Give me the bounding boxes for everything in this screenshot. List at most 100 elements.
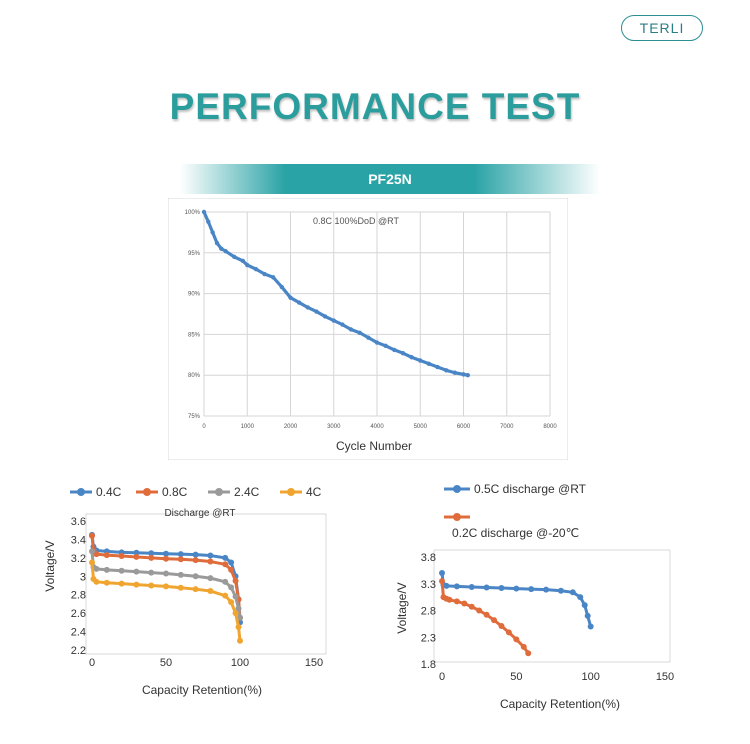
series-1-point bbox=[498, 623, 505, 630]
series-1-point bbox=[228, 566, 235, 573]
data-point bbox=[400, 350, 406, 356]
series-1-point bbox=[505, 629, 512, 636]
series-3-point bbox=[235, 623, 242, 630]
data-point bbox=[322, 314, 328, 319]
y-tick-label: 2.6 bbox=[71, 608, 86, 620]
series-0-point bbox=[584, 612, 591, 619]
data-point bbox=[262, 271, 267, 277]
series-1-point bbox=[118, 553, 125, 560]
data-point bbox=[296, 300, 302, 305]
y-tick-label: 95% bbox=[188, 251, 201, 257]
chart-annotation: 0.8C 100%DoD @RT bbox=[313, 216, 400, 226]
x-tick-label: 4000 bbox=[370, 424, 384, 430]
x-tick-label: 0 bbox=[89, 657, 95, 669]
data-point bbox=[219, 246, 224, 251]
data-point bbox=[305, 305, 310, 310]
y-tick-label: 1.8 bbox=[421, 659, 436, 671]
series-2-point bbox=[222, 578, 229, 585]
data-point bbox=[201, 209, 207, 215]
data-point bbox=[374, 340, 380, 345]
data-point bbox=[392, 347, 397, 353]
series-0-point bbox=[453, 583, 460, 590]
data-point bbox=[340, 322, 345, 327]
series-0-point bbox=[439, 570, 445, 577]
series-marks bbox=[89, 531, 243, 644]
series-0-point bbox=[498, 585, 505, 592]
series-2-point bbox=[232, 593, 239, 600]
x-tick-label: 2000 bbox=[284, 424, 298, 430]
legend-label: 0.2C discharge @-20℃ bbox=[452, 526, 579, 540]
data-point bbox=[444, 368, 449, 373]
axes: 0 50 100 150 1.8 2.3 2.8 3.3 3.8 bbox=[421, 552, 674, 683]
legend-label: 0.8C bbox=[162, 485, 188, 499]
series-0-point bbox=[513, 585, 520, 592]
y-tick-label: 3.8 bbox=[421, 552, 436, 564]
data-point bbox=[465, 373, 471, 378]
series-2-point bbox=[89, 548, 95, 555]
series-0-point bbox=[468, 583, 475, 590]
series-1-point bbox=[513, 636, 520, 643]
series-0-point bbox=[569, 589, 576, 596]
x-tick-label: 50 bbox=[160, 657, 172, 669]
data-point bbox=[223, 248, 228, 254]
data-point bbox=[279, 284, 285, 290]
series-0-point bbox=[587, 623, 594, 630]
x-tick-label: 0 bbox=[439, 671, 445, 683]
y-tick-label: 80% bbox=[188, 373, 201, 379]
data-point bbox=[452, 370, 458, 375]
series-3-point bbox=[232, 610, 239, 617]
y-tick-label: 90% bbox=[188, 292, 201, 298]
series-3-point bbox=[163, 583, 169, 590]
series-1-point bbox=[89, 532, 95, 539]
series-1-point bbox=[483, 611, 490, 618]
x-tick-label: 1000 bbox=[241, 424, 255, 430]
legend-swatch-marker bbox=[453, 513, 461, 521]
brand-logo-badge: TERLI bbox=[621, 15, 703, 41]
series-marks bbox=[201, 209, 471, 378]
y-tick-label: 3.2 bbox=[71, 553, 86, 565]
series-0-point bbox=[557, 587, 564, 594]
series-2-point bbox=[237, 614, 243, 621]
data-point bbox=[210, 230, 215, 235]
series-1-point bbox=[192, 557, 199, 564]
legend-label: 2.4C bbox=[234, 485, 260, 499]
series-0-point bbox=[443, 582, 450, 589]
series-2-point bbox=[163, 570, 169, 577]
series-2-point bbox=[192, 573, 199, 580]
series-2-point bbox=[93, 565, 100, 572]
series-0-point bbox=[133, 549, 140, 556]
series-3-point bbox=[222, 592, 229, 599]
y-tick-label: 3.4 bbox=[71, 534, 86, 546]
x-tick-label: 150 bbox=[305, 657, 323, 669]
chart-frame bbox=[168, 198, 568, 460]
series-1-point bbox=[446, 596, 453, 603]
series-3-line bbox=[90, 562, 242, 641]
series-1-point bbox=[520, 643, 527, 650]
x-tick-label: 5000 bbox=[414, 424, 428, 430]
discharge-rate-chart: 0.4C 0.8C 2.4C 4C Discharge @RT 0 50 100 150 2.… bbox=[43, 485, 327, 697]
series-1-point bbox=[525, 650, 532, 657]
series-1-point bbox=[163, 555, 169, 562]
x-tick-label: 0 bbox=[202, 424, 206, 430]
series-0-point bbox=[222, 554, 229, 561]
series-3-point bbox=[148, 582, 155, 589]
data-point bbox=[409, 355, 414, 360]
legend-label: 0.5C discharge @RT bbox=[474, 482, 587, 496]
x-tick-label: 50 bbox=[510, 671, 522, 683]
data-point bbox=[253, 266, 259, 272]
x-tick-label: 100 bbox=[231, 657, 249, 669]
legend-swatch-marker bbox=[453, 485, 461, 493]
data-point bbox=[314, 309, 319, 314]
y-tick-label: 100% bbox=[185, 210, 201, 216]
data-point bbox=[245, 262, 250, 268]
legend: 0.4C 0.8C 2.4C 4C bbox=[70, 485, 322, 499]
cycle-life-chart: 0 1000 2000 3000 4000 5000 6000 7000 8000 75% 80% 8… bbox=[168, 198, 568, 460]
page-title: PERFORMANCE TEST bbox=[169, 86, 581, 127]
series-3-point bbox=[192, 586, 199, 593]
data-point bbox=[366, 335, 371, 340]
series-2-point bbox=[177, 571, 184, 578]
series-2-point bbox=[228, 584, 235, 591]
x-axis-label: Capacity Retention(%) bbox=[142, 683, 262, 697]
model-name: PF25N bbox=[368, 171, 412, 187]
x-tick-label: 7000 bbox=[500, 424, 514, 430]
